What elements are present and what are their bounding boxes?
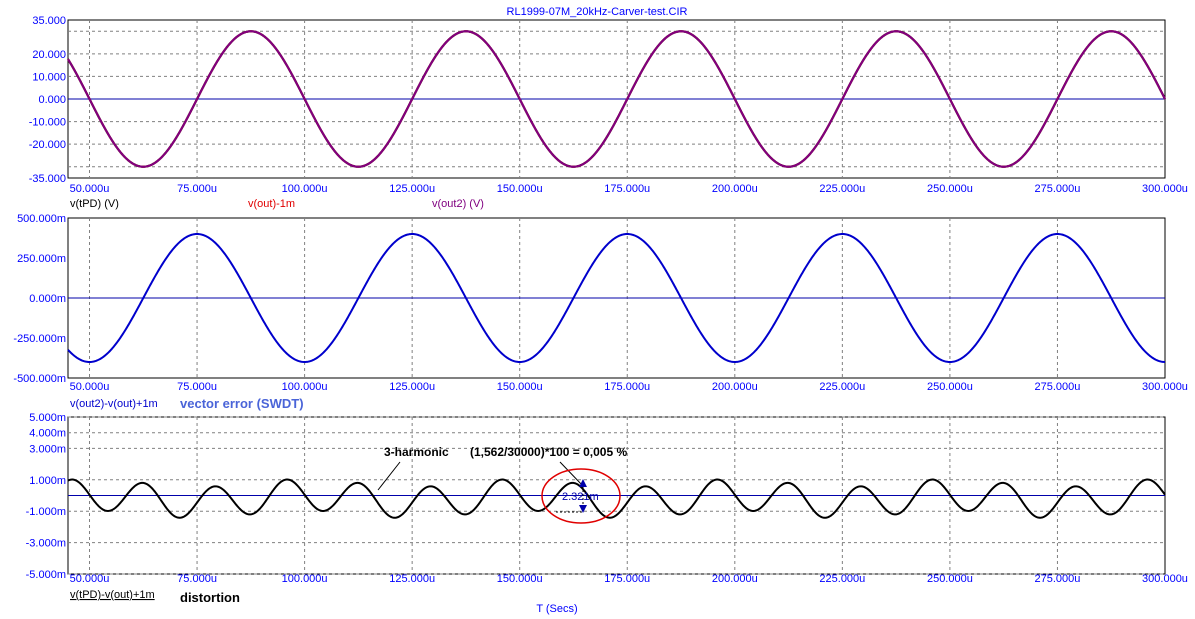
x-tick-0-5: 175.000u — [604, 183, 650, 195]
formula-pointer-line — [559, 461, 584, 487]
x-tick-2-2: 100.000u — [282, 573, 328, 585]
y-tick-2-5: -3.000m — [26, 538, 66, 550]
x-tick-1-2: 100.000u — [282, 381, 328, 393]
x-tick-1-4: 150.000u — [497, 381, 543, 393]
x-tick-0-8: 250.000u — [927, 183, 973, 195]
x-tick-1-8: 250.000u — [927, 381, 973, 393]
chart-title: RL1999-07M_20kHz-Carver-test.CIR — [507, 6, 688, 18]
x-tick-2-9: 275.000u — [1035, 573, 1081, 585]
x-tick-2-8: 250.000u — [927, 573, 973, 585]
y-tick-1-3: -250.000m — [13, 333, 66, 345]
x-tick-0-2: 100.000u — [282, 183, 328, 195]
y-tick-2-4: -1.000m — [26, 506, 66, 518]
x-tick-0-10: 300.000u — [1142, 183, 1188, 195]
y-tick-0-0: 35.000 — [32, 15, 66, 27]
x-tick-2-5: 175.000u — [604, 573, 650, 585]
x-tick-2-4: 150.000u — [497, 573, 543, 585]
y-tick-2-6: -5.000m — [26, 569, 66, 581]
y-tick-2-3: 1.000m — [29, 475, 66, 487]
x-tick-1-6: 200.000u — [712, 381, 758, 393]
y-tick-2-1: 4.000m — [29, 428, 66, 440]
series-0-2 — [67, 30, 1166, 168]
y-tick-1-4: -500.000m — [13, 373, 66, 385]
x-tick-2-0: 50.000u — [70, 573, 110, 585]
x-tick-1-0: 50.000u — [70, 381, 110, 393]
series-2-0 — [67, 478, 1166, 519]
legend-top-vout2: v(out2) (V) — [432, 198, 484, 210]
tick-label-layer: 50.000u 75.000u 100.000u 125.000u 150.000u 17… — [13, 15, 1188, 585]
series-1-0 — [67, 232, 1166, 364]
x-tick-1-5: 175.000u — [604, 381, 650, 393]
x-tick-0-9: 275.000u — [1035, 183, 1081, 195]
x-tick-0-1: 75.000u — [177, 183, 217, 195]
legend-top-vtpd: v(tPD) (V) — [70, 198, 119, 210]
vector-error-label: vector error (SWDT) — [180, 396, 304, 411]
grid-layer — [68, 20, 1165, 575]
x-tick-1-3: 125.000u — [389, 381, 435, 393]
formula-annotation: (1,562/30000)*100 = 0,005 % — [470, 445, 627, 459]
x-tick-2-7: 225.000u — [819, 573, 865, 585]
x-tick-0-6: 200.000u — [712, 183, 758, 195]
x-axis-label: T (Secs) — [536, 603, 577, 615]
x-tick-2-1: 75.000u — [177, 573, 217, 585]
y-tick-0-3: 0.000 — [38, 94, 66, 106]
y-tick-0-1: 20.000 — [32, 49, 66, 61]
y-tick-0-5: -20.000 — [29, 139, 66, 151]
measure-highlight-circle — [541, 468, 621, 524]
measure-arrow-down — [579, 505, 587, 513]
x-tick-1-7: 225.000u — [819, 381, 865, 393]
y-tick-0-6: -35.000 — [29, 173, 66, 185]
y-tick-1-2: 0.000m — [29, 293, 66, 305]
y-tick-0-2: 10.000 — [32, 71, 66, 83]
x-tick-1-10: 300.000u — [1142, 381, 1188, 393]
legend-mid-series: v(out2)-v(out)+1m — [70, 398, 158, 410]
x-tick-2-6: 200.000u — [712, 573, 758, 585]
x-tick-2-3: 125.000u — [389, 573, 435, 585]
legend-bot-series: v(tPD)-v(out)+1m — [70, 589, 155, 601]
legend-top-vout: v(out)-1m — [248, 198, 295, 210]
measure-arrow-up — [579, 479, 587, 487]
x-tick-2-10: 300.000u — [1142, 573, 1188, 585]
distortion-label: distortion — [180, 590, 240, 605]
measure-value-label: 2.321m — [562, 491, 599, 503]
x-tick-1-9: 275.000u — [1035, 381, 1081, 393]
series-layer — [67, 30, 1166, 519]
y-tick-1-0: 500.000m — [17, 213, 66, 225]
x-tick-0-4: 150.000u — [497, 183, 543, 195]
y-tick-2-0: 5.000m — [29, 412, 66, 424]
x-tick-0-7: 225.000u — [819, 183, 865, 195]
harmonic-annotation: 3-harmonic — [384, 445, 449, 459]
x-tick-0-0: 50.000u — [70, 183, 110, 195]
y-tick-1-1: 250.000m — [17, 253, 66, 265]
y-tick-2-2: 3.000m — [29, 443, 66, 455]
y-tick-0-4: -10.000 — [29, 117, 66, 129]
harmonic-pointer-line — [377, 461, 401, 491]
x-tick-0-3: 125.000u — [389, 183, 435, 195]
x-tick-1-1: 75.000u — [177, 381, 217, 393]
